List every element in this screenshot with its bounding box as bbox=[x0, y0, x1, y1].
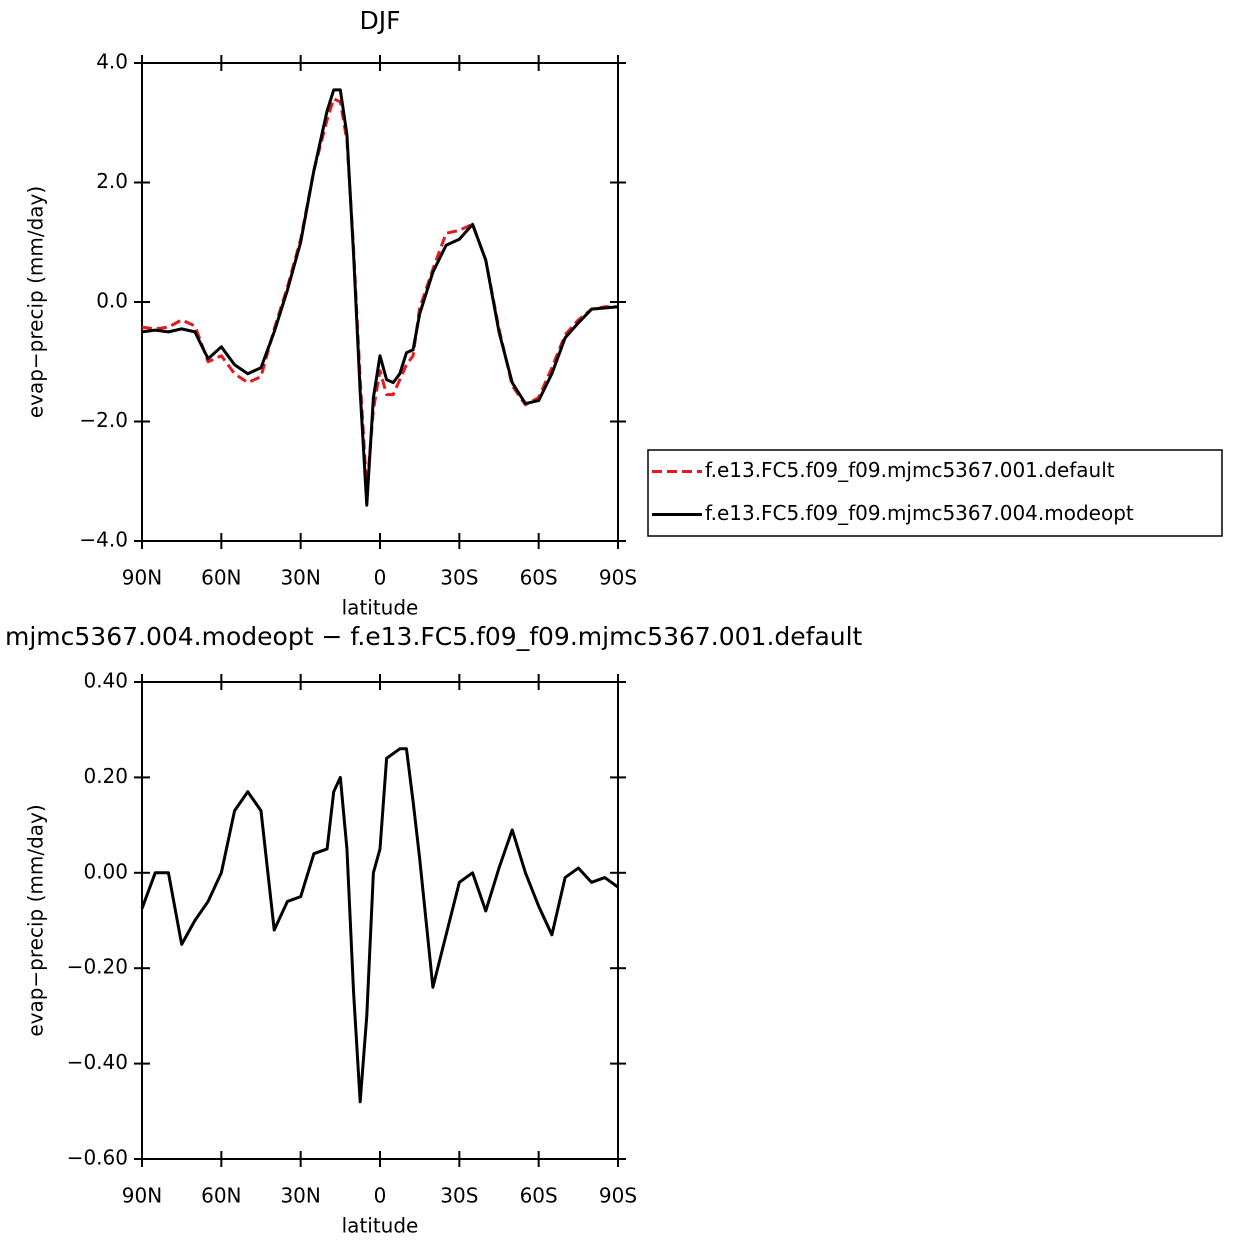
y-tick-label: −0.40 bbox=[67, 1050, 128, 1074]
y-tick-label: 0.20 bbox=[83, 764, 128, 788]
x-tick-label: 90N bbox=[122, 566, 162, 590]
x-tick-label: 30S bbox=[440, 1184, 478, 1208]
x-tick-label: 30N bbox=[280, 566, 320, 590]
x-tick-label: 30N bbox=[280, 1184, 320, 1208]
y-tick-label: 2.0 bbox=[96, 169, 128, 193]
data-line bbox=[141, 97, 618, 492]
x-axis-label: latitude bbox=[342, 596, 419, 620]
y-tick-label: −0.60 bbox=[67, 1146, 128, 1170]
data-line bbox=[140, 747, 619, 1104]
x-tick-label: 0 bbox=[374, 566, 387, 590]
chart-title: DJF bbox=[359, 6, 400, 35]
data-line bbox=[141, 88, 619, 507]
y-axis-label: evap−precip (mm/day) bbox=[24, 186, 48, 418]
plot-frame bbox=[141, 62, 619, 542]
y-tick-label: −2.0 bbox=[79, 408, 128, 432]
x-tick-label: 90N bbox=[122, 1184, 162, 1208]
y-axis-label: evap−precip (mm/day) bbox=[24, 804, 48, 1036]
chart-title: mjmc5367.004.modeopt − f.e13.FC5.f09_f09… bbox=[5, 622, 863, 651]
y-tick-label: 0.40 bbox=[83, 669, 128, 693]
x-axis-label: latitude bbox=[342, 1214, 419, 1238]
x-tick-label: 60S bbox=[520, 566, 558, 590]
x-tick-label: 90S bbox=[599, 566, 637, 590]
legend-box bbox=[647, 449, 1223, 537]
y-tick-label: 4.0 bbox=[96, 50, 128, 74]
x-tick-label: 60N bbox=[201, 1184, 241, 1208]
x-tick-label: 90S bbox=[599, 1184, 637, 1208]
y-tick-label: 0.00 bbox=[83, 859, 128, 883]
y-tick-label: −4.0 bbox=[79, 528, 128, 552]
x-tick-label: 60S bbox=[520, 1184, 558, 1208]
x-tick-label: 30S bbox=[440, 566, 478, 590]
legend-label: f.e13.FC5.f09_f09.mjmc5367.001.default bbox=[705, 458, 1115, 482]
y-tick-label: −0.20 bbox=[67, 955, 128, 979]
y-tick-label: 0.0 bbox=[96, 289, 128, 313]
x-tick-label: 60N bbox=[201, 566, 241, 590]
x-tick-label: 0 bbox=[374, 1184, 387, 1208]
legend-label: f.e13.FC5.f09_f09.mjmc5367.004.modeopt bbox=[705, 501, 1134, 525]
